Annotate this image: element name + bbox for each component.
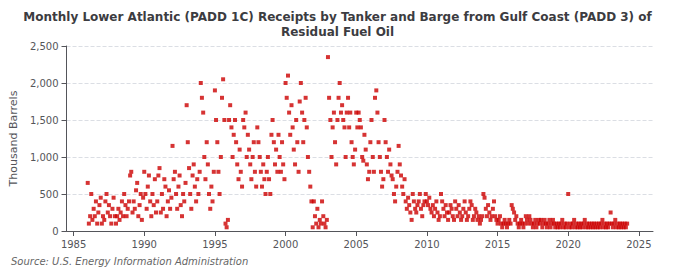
svg-text:500: 500 (39, 189, 58, 200)
svg-text:2,500: 2,500 (30, 41, 59, 52)
svg-text:1,000: 1,000 (30, 152, 59, 163)
svg-text:1995: 1995 (202, 239, 227, 250)
svg-text:1,500: 1,500 (30, 115, 59, 126)
svg-text:2000: 2000 (273, 239, 298, 250)
svg-text:Residual Fuel Oil: Residual Fuel Oil (281, 25, 394, 39)
svg-text:0: 0 (52, 226, 58, 237)
svg-text:Source: U.S. Energy Informatio: Source: U.S. Energy Information Administ… (11, 256, 248, 267)
svg-text:2010: 2010 (414, 239, 439, 250)
svg-text:2020: 2020 (555, 239, 580, 250)
svg-text:1985: 1985 (61, 239, 86, 250)
svg-text:Monthly Lower Atlantic (PADD 1: Monthly Lower Atlantic (PADD 1C) Receipt… (23, 10, 652, 24)
svg-text:2025: 2025 (626, 239, 651, 250)
svg-text:2,000: 2,000 (30, 78, 59, 89)
svg-text:2015: 2015 (485, 239, 510, 250)
svg-text:2005: 2005 (344, 239, 369, 250)
svg-text:Thousand Barrels: Thousand Barrels (7, 90, 20, 187)
svg-text:1990: 1990 (132, 239, 157, 250)
